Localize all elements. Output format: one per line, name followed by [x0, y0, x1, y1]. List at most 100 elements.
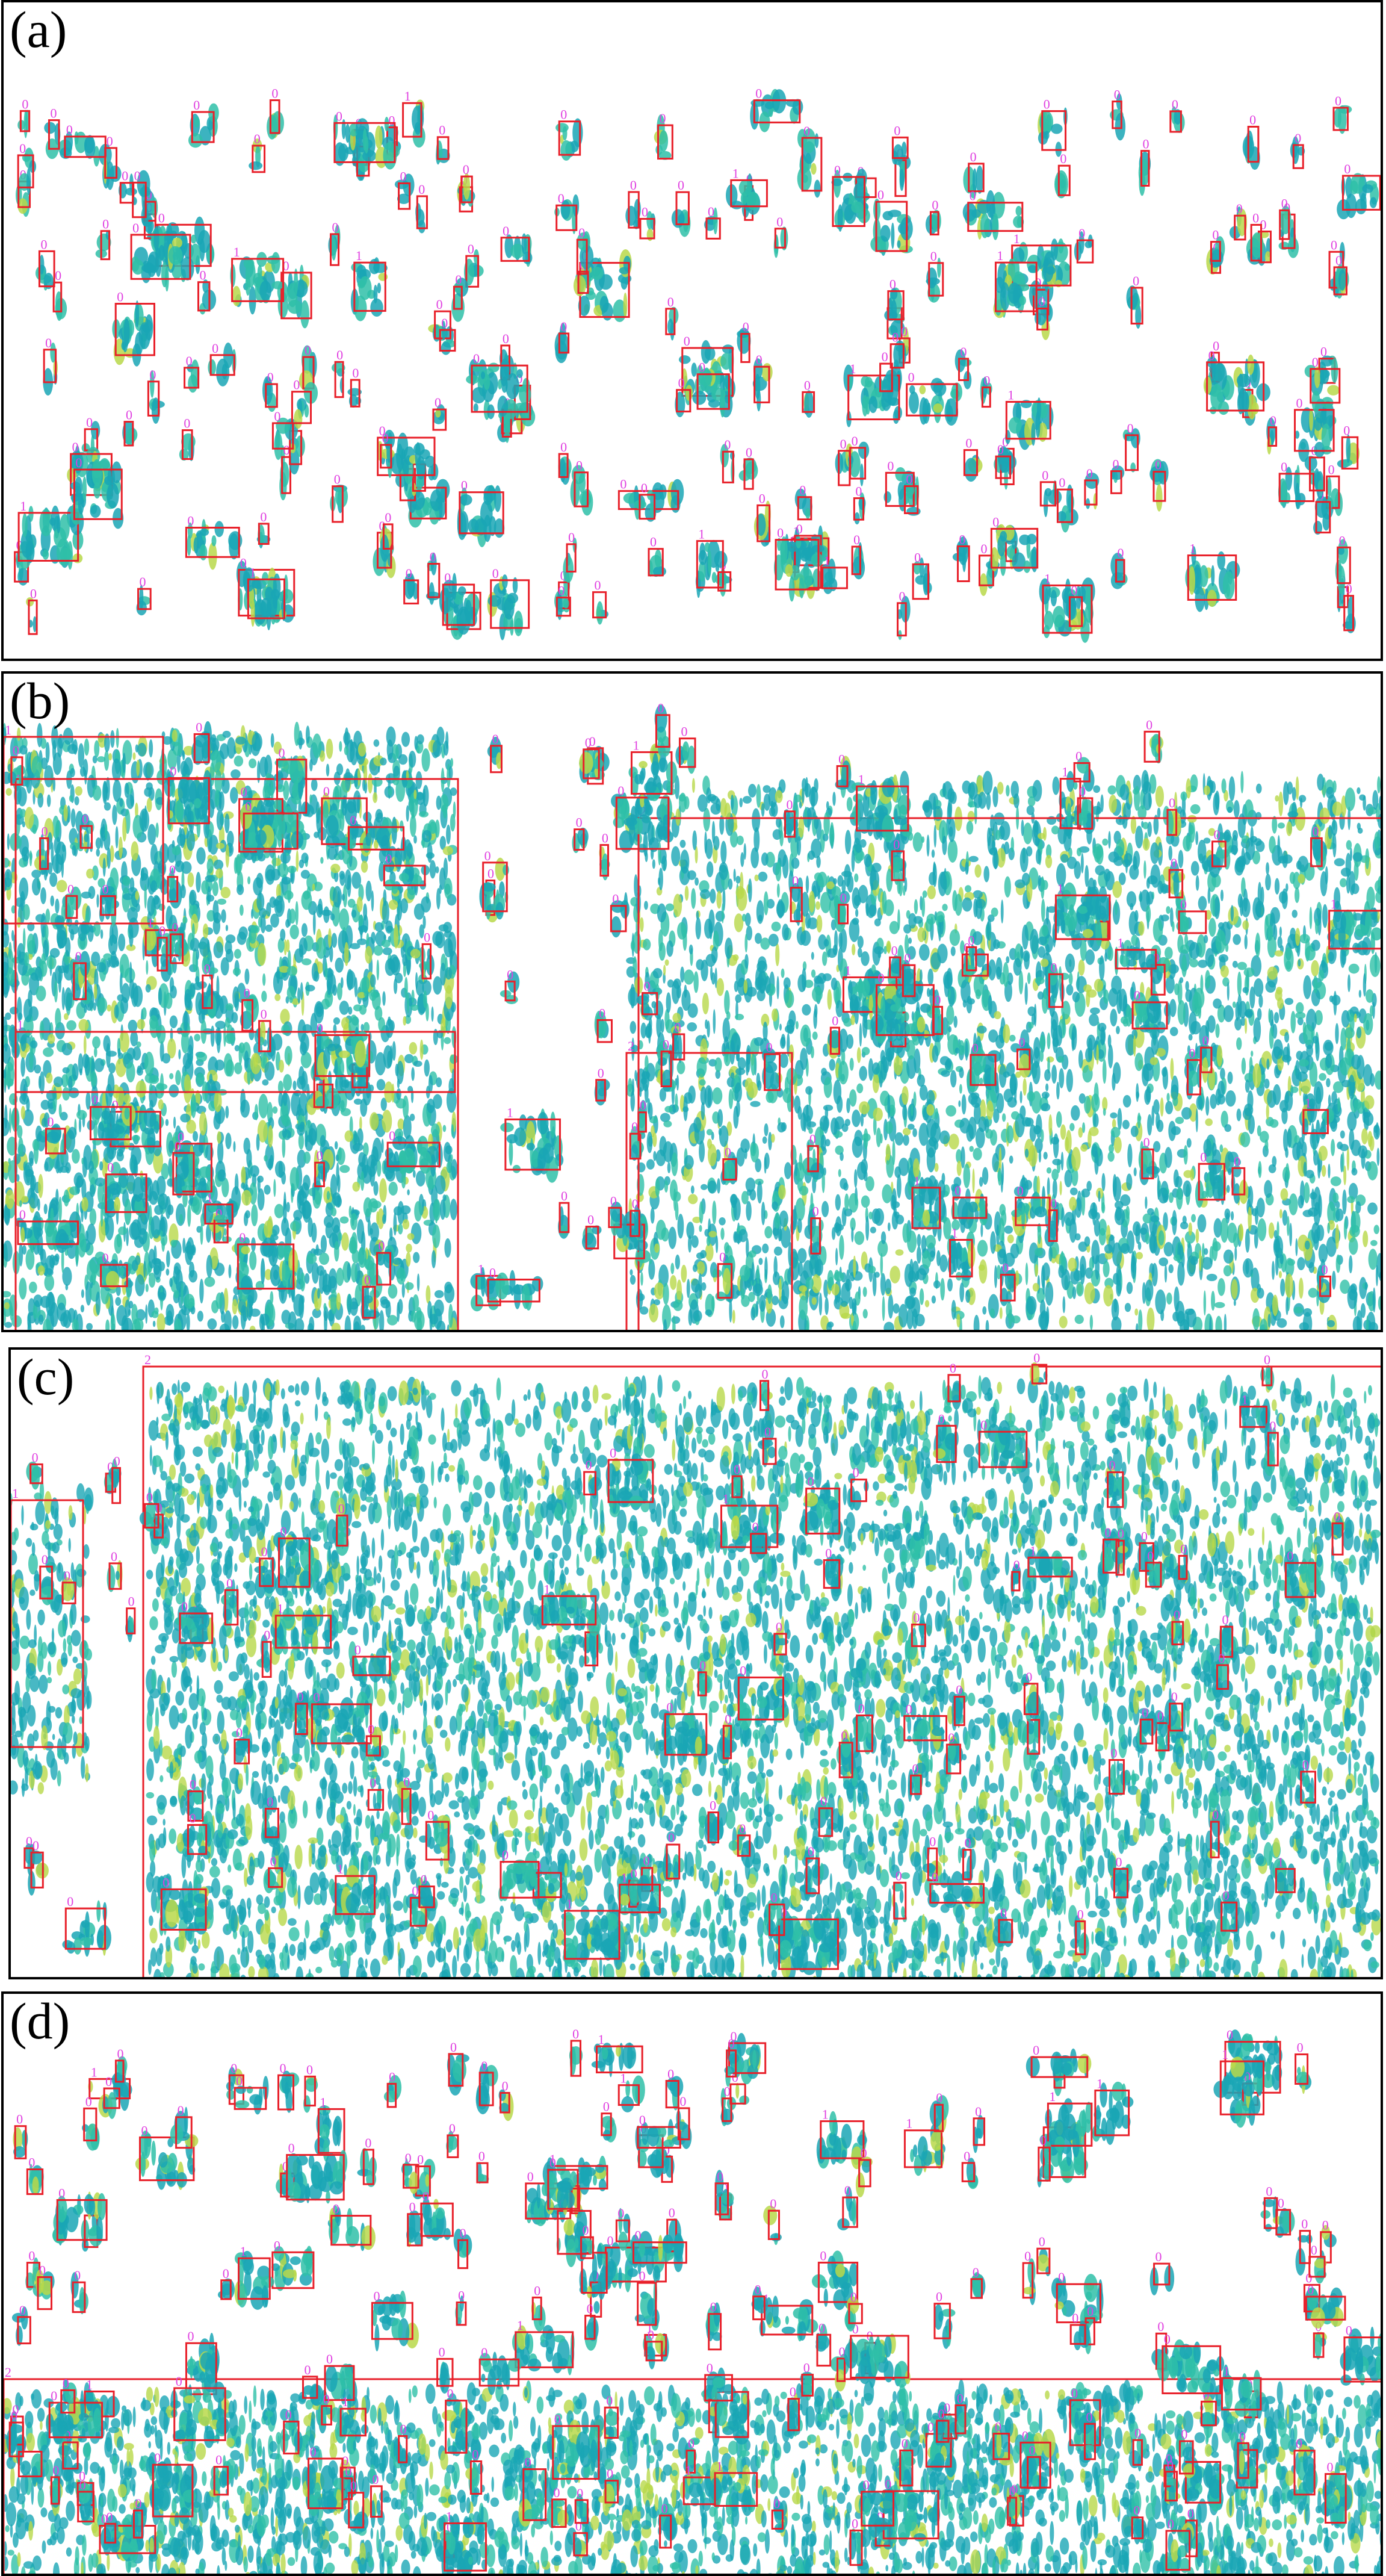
- class-label: 0: [468, 241, 474, 256]
- detection-box: [1169, 110, 1182, 133]
- class-label: 0: [1212, 1807, 1219, 1822]
- pattern-band: [4, 721, 458, 1330]
- detection-box: [574, 828, 585, 851]
- detection-box: [838, 904, 849, 925]
- detection-box: [1325, 2473, 1347, 2524]
- class-label: 0: [1180, 897, 1187, 912]
- class-label: 0: [409, 2200, 416, 2215]
- pattern-blob: [465, 2462, 480, 2498]
- detection-box: [929, 211, 939, 236]
- class-label: 0: [175, 1138, 181, 1153]
- detection-box: [185, 2342, 217, 2395]
- detection-box: [573, 2532, 588, 2557]
- pattern-blob: [487, 574, 524, 641]
- class-label: 0: [278, 745, 285, 760]
- detection-box: [269, 99, 280, 134]
- detection-box: [596, 1019, 613, 1043]
- detection-box: [291, 391, 312, 424]
- pattern-blob: [412, 99, 425, 148]
- detection-box: [1200, 2400, 1217, 2427]
- detection-box: [566, 543, 577, 573]
- pattern-blob: [1313, 836, 1328, 871]
- detection-box: [1206, 361, 1265, 412]
- class-label: 1: [1242, 1392, 1248, 1407]
- pattern-blob: [1307, 2287, 1344, 2329]
- class-label: 0: [970, 188, 976, 203]
- class-label: 0: [1239, 2429, 1246, 2444]
- class-label: 0: [595, 578, 601, 593]
- class-label: 0: [1213, 338, 1219, 353]
- class-label: 1: [543, 1581, 550, 1597]
- detection-box: [1016, 1048, 1031, 1070]
- class-label: 0: [502, 2078, 509, 2093]
- detection-box: [39, 837, 49, 870]
- detection-box: [1143, 730, 1160, 763]
- class-label: 0: [1022, 2428, 1029, 2443]
- class-label: 0: [190, 1777, 196, 1792]
- pattern-blob: [17, 110, 29, 138]
- detection-box: [1084, 479, 1098, 506]
- class-label: 0: [345, 2464, 351, 2479]
- detection-box: [339, 2407, 367, 2437]
- class-label: 0: [1322, 1262, 1328, 1277]
- detection-box: [152, 2463, 194, 2518]
- detection-box: [737, 1676, 784, 1721]
- detection-box: [722, 1158, 737, 1181]
- class-label: 1: [356, 248, 362, 263]
- class-label: 0: [236, 2073, 243, 2088]
- detection-box: [515, 2331, 574, 2368]
- detection-box: [577, 270, 589, 294]
- class-label: 1: [1013, 231, 1020, 246]
- class-label: 0: [936, 2289, 942, 2304]
- class-label: 0: [755, 86, 762, 101]
- pattern-blob: [912, 1176, 946, 1237]
- detection-box: [856, 1714, 873, 1752]
- class-label: 0: [102, 882, 109, 897]
- class-label: 0: [1164, 2332, 1171, 2347]
- class-label: 0: [965, 436, 972, 451]
- class-label: 0: [79, 2468, 85, 2483]
- detection-box: [853, 497, 865, 521]
- detection-box: [50, 2476, 60, 2505]
- pattern-blob: [217, 2278, 235, 2300]
- detection-box: [427, 563, 441, 598]
- detection-box: [970, 1054, 997, 1086]
- detection-box: [30, 1851, 44, 1889]
- detection-box: [583, 1471, 597, 1496]
- detection-box: [1171, 1621, 1184, 1645]
- detection-box: [500, 2091, 510, 2114]
- class-label: 0: [663, 1037, 669, 1052]
- detection-box: [64, 1907, 107, 1950]
- detection-box: [1036, 2247, 1051, 2274]
- class-label: 0: [973, 2265, 979, 2280]
- detection-box: [764, 1053, 781, 1091]
- class-label: 0: [717, 2169, 723, 2184]
- class-label: 0: [178, 1129, 184, 1144]
- class-label: 0: [458, 2288, 465, 2303]
- pattern-blob: [447, 2054, 469, 2096]
- detection-box: [1250, 223, 1263, 262]
- pattern-blob: [1334, 267, 1349, 296]
- detection-box: [130, 234, 191, 280]
- class-label: 0: [28, 2155, 35, 2170]
- detection-box: [1166, 808, 1178, 836]
- detection-box: [469, 2460, 483, 2495]
- detection-box: [1131, 2516, 1144, 2539]
- class-label: 0: [1104, 1525, 1111, 1540]
- panel-c-canvas: 2 1 0 0 0 0 0 0 0 0 0 0 0 0 0 0 0 0 0 0 0 0 0 1 0 0 0 0 0 0 0 0 0 0 0 0 0 0 0 0…: [11, 1350, 1381, 1977]
- detection-box: [191, 111, 215, 143]
- detection-box: [902, 964, 916, 998]
- pattern-blob: [1337, 434, 1360, 468]
- class-label: 0: [176, 2374, 182, 2389]
- class-label: 1: [716, 2459, 723, 2474]
- detection-box: [377, 436, 436, 476]
- class-label: 0: [560, 439, 567, 455]
- pattern-blob: [844, 2333, 911, 2388]
- detection-box: [11, 1499, 84, 1748]
- class-label: 2: [5, 2365, 11, 2380]
- pattern-blob: [675, 741, 696, 774]
- class-label: 0: [1172, 97, 1178, 112]
- class-label: 0: [586, 1457, 592, 1473]
- class-label: 0: [223, 2266, 229, 2281]
- detection-box: [847, 374, 900, 421]
